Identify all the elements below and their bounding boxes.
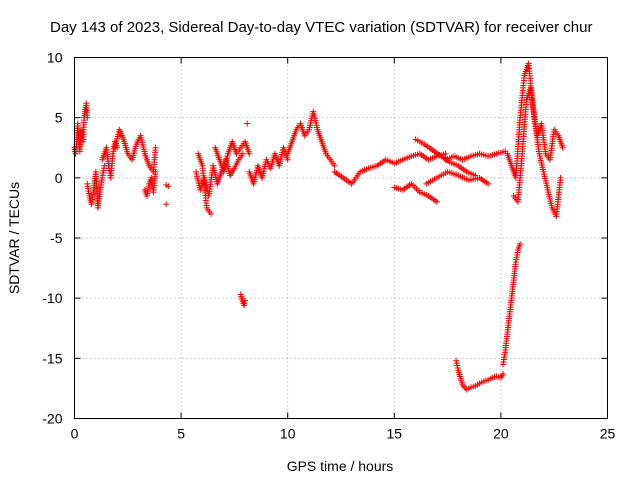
x-tick-label: 20 — [493, 426, 509, 442]
data-point — [152, 168, 159, 175]
y-tick-label: -15 — [42, 350, 62, 366]
data-point — [433, 198, 440, 205]
data-point — [559, 144, 566, 151]
data-point — [84, 114, 91, 121]
data-point — [239, 150, 246, 157]
data-point — [485, 180, 492, 187]
x-tick-label: 0 — [71, 426, 79, 442]
data-point — [557, 174, 564, 181]
y-axis-label: SDTVAR / TECUs — [6, 182, 22, 294]
x-tick-label: 10 — [280, 426, 296, 442]
data-point — [242, 297, 249, 304]
data-point — [244, 120, 251, 127]
y-tick-label: -20 — [42, 411, 62, 427]
chart-title: Day 143 of 2023, Sidereal Day-to-day VTE… — [50, 19, 592, 36]
data-point — [152, 144, 159, 151]
data-point — [284, 156, 291, 163]
y-tick-label: -10 — [42, 290, 62, 306]
data-point — [517, 241, 524, 248]
data-markers — [71, 60, 566, 393]
y-tick-label: 5 — [55, 110, 63, 126]
x-tick-label: 15 — [387, 426, 403, 442]
x-tick-label: 5 — [177, 426, 185, 442]
data-point — [500, 370, 507, 377]
y-tick-label: 10 — [47, 50, 63, 66]
data-point — [246, 150, 253, 157]
y-tick-label: -5 — [50, 230, 63, 246]
data-point — [442, 150, 449, 157]
y-tick-label: 0 — [55, 170, 63, 186]
axis-ticks: 0 5 10 15 20 25 10 5 0 -5 -10 -15 -20 — [42, 50, 615, 442]
data-point — [163, 201, 170, 208]
data-point — [165, 183, 172, 190]
x-tick-label: 25 — [600, 426, 616, 442]
data-point — [207, 210, 214, 217]
x-axis-label: GPS time / hours — [287, 458, 394, 474]
data-point — [331, 162, 338, 169]
